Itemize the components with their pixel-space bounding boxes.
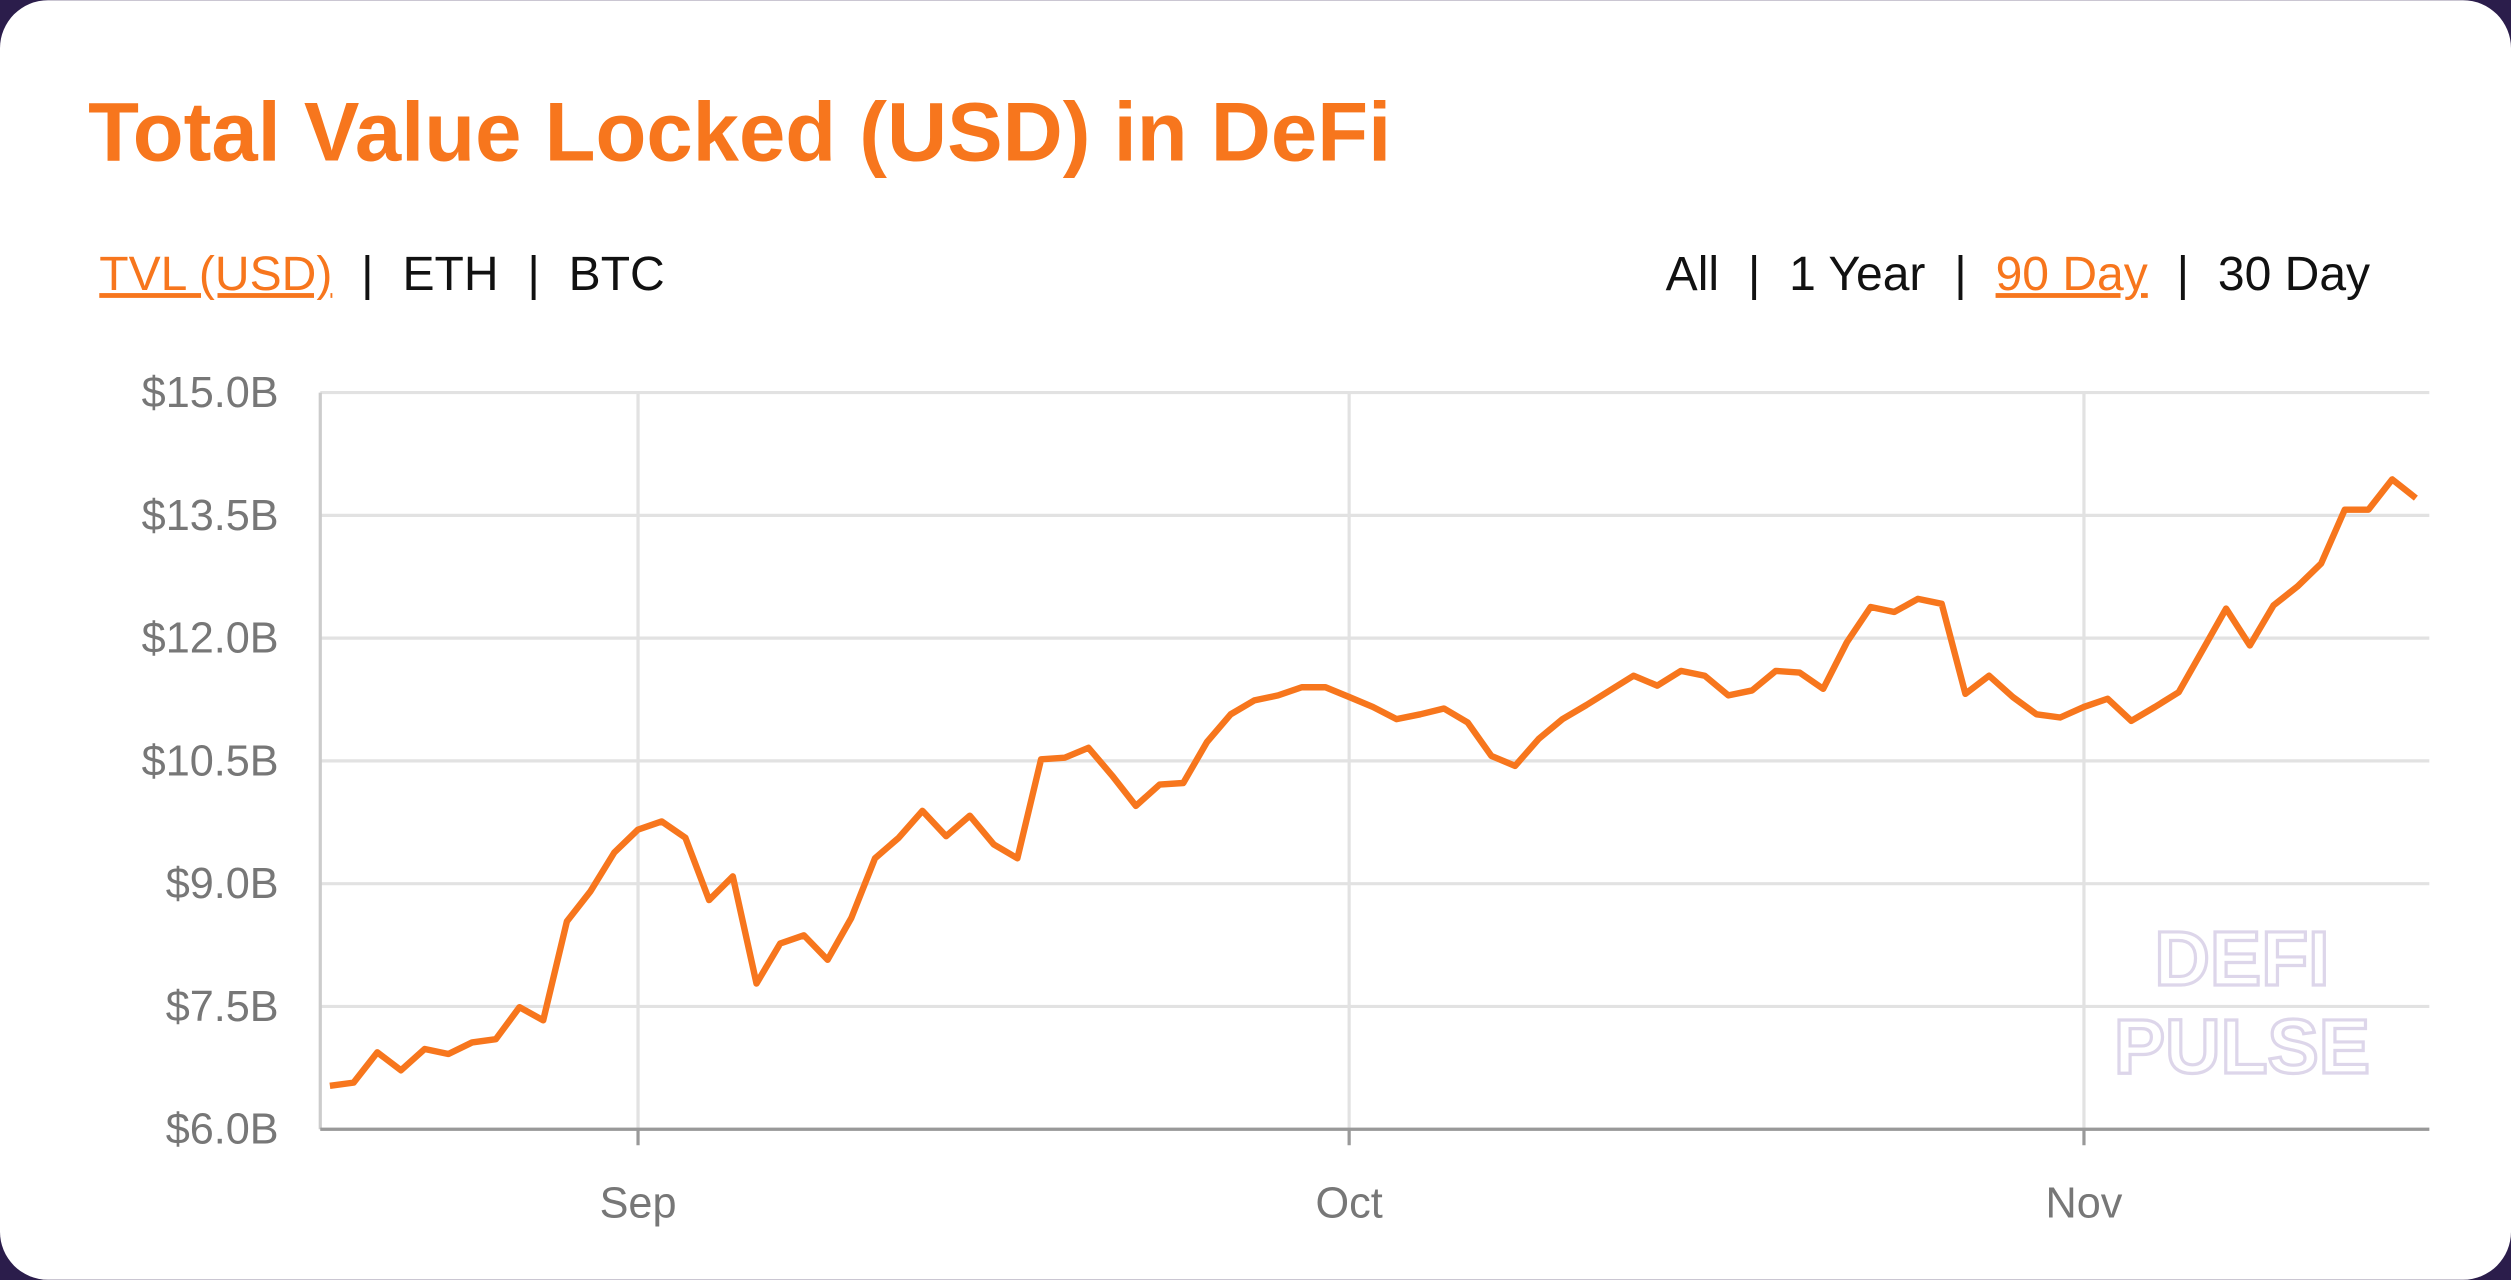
separator: |: [361, 248, 373, 301]
y-tick-label: $13.5B: [142, 492, 279, 540]
tab[interactable]: 90 Day: [1996, 248, 2148, 301]
controls: TVL (USD) | ETH | BTC All | 1 Year | 90 Day | 30 Da…: [99, 248, 2370, 301]
x-tick-label: Nov: [2046, 1179, 2123, 1227]
y-tick-label: $9.0B: [166, 860, 279, 908]
y-tick-label: $12.0B: [142, 615, 279, 663]
watermark-text: DEFI: [2154, 916, 2329, 1002]
tab[interactable]: TVL (USD): [99, 248, 332, 301]
tab[interactable]: 30 Day: [2218, 248, 2370, 301]
separator: |: [2177, 248, 2189, 301]
x-tick-label: Oct: [1316, 1179, 1383, 1227]
separator: |: [527, 248, 539, 301]
tab[interactable]: 1 Year: [1789, 248, 1925, 301]
tab[interactable]: ETH: [402, 248, 498, 301]
y-tick-label: $6.0B: [166, 1106, 279, 1154]
x-tick-label: Sep: [600, 1179, 677, 1227]
y-tick-label: $7.5B: [166, 983, 279, 1031]
chart-title: Total Value Locked (USD) in DeFi: [88, 85, 1391, 178]
y-tick-label: $10.5B: [142, 737, 279, 785]
tab[interactable]: All: [1666, 248, 1719, 301]
y-tick-label: $15.0B: [142, 369, 279, 417]
data-line: [329, 476, 2418, 1090]
grid: $6.0B $7.5B $9.0B $10.5B $12.0B $13.5B $15.0B S…: [142, 369, 2430, 1227]
separator: |: [1954, 248, 1966, 301]
watermark-text: PULSE: [2114, 1004, 2370, 1090]
tab[interactable]: BTC: [569, 248, 665, 301]
separator: |: [1748, 248, 1760, 301]
